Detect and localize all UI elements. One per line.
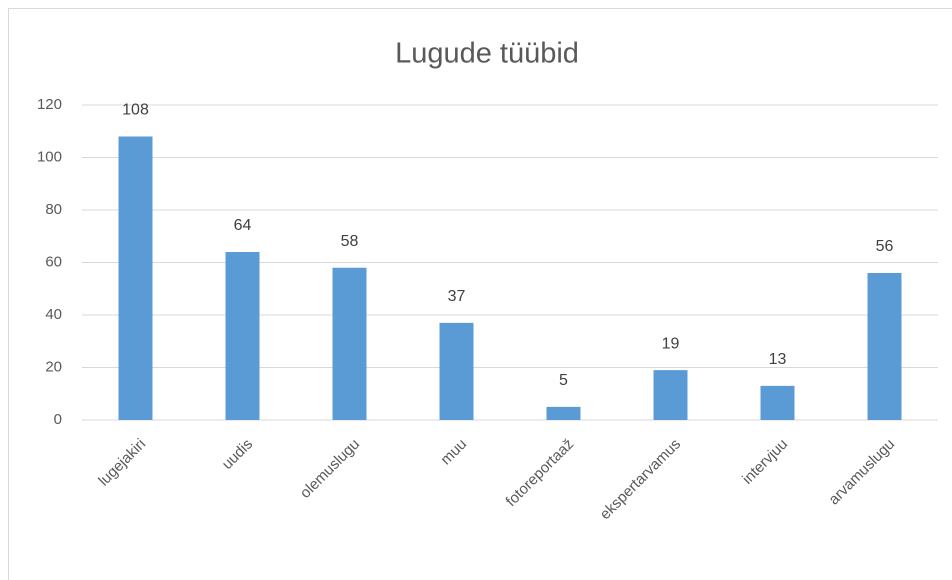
data-label: 56 [876,238,894,255]
bar [332,267,367,420]
y-tick-label: 100 [37,148,62,165]
bar [118,136,153,420]
bar [546,406,581,420]
data-label: 37 [448,288,466,305]
data-label: 5 [559,372,568,389]
y-tick-label: 60 [45,253,62,270]
y-tick-label: 20 [45,358,62,375]
data-label: 108 [122,102,149,119]
data-label: 64 [234,217,252,234]
data-label: 13 [769,351,787,368]
data-label: 58 [341,233,359,250]
chart-title: Lugude tüübid [395,38,579,70]
bar [867,273,902,420]
bar [760,385,795,420]
data-label: 19 [662,335,680,352]
y-tick-label: 80 [45,201,62,218]
chart-border [8,8,952,580]
y-tick-label: 40 [45,306,62,323]
y-tick-label: 0 [54,411,62,428]
bar [653,370,688,420]
bar [439,322,474,420]
bar [225,252,260,420]
y-tick-label: 120 [37,96,62,113]
